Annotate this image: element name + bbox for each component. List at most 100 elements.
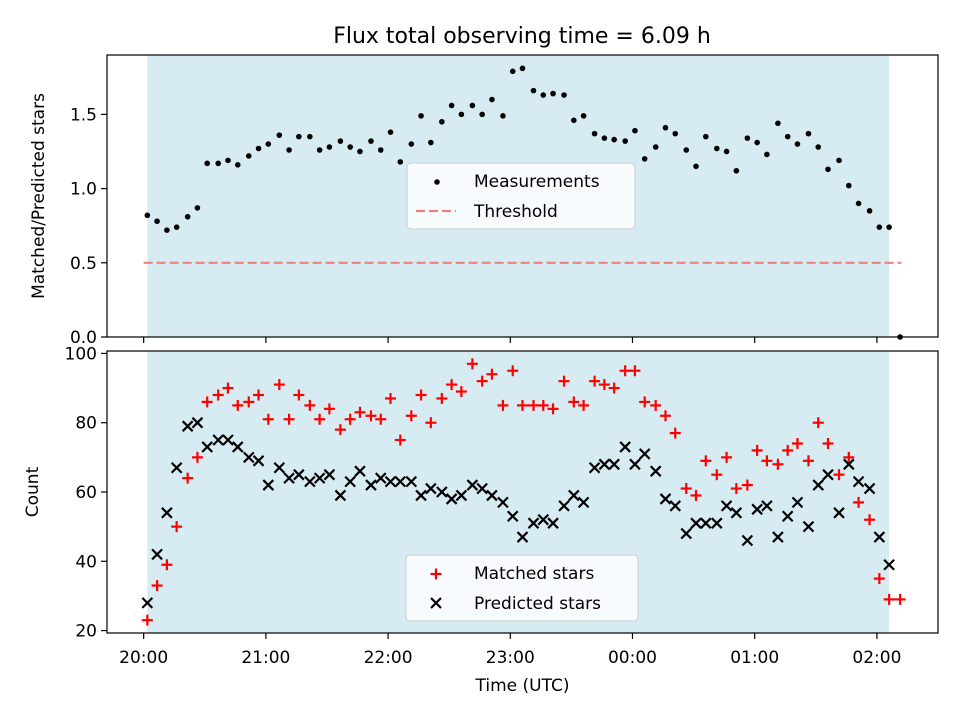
- measurement-point: [326, 144, 333, 150]
- predicted-star-point: [161, 507, 173, 519]
- measurement-point: [387, 129, 394, 135]
- predicted-star-point: [852, 475, 865, 488]
- count-y-axis-label: Count: [23, 466, 43, 517]
- predicted-star-point: [384, 475, 397, 488]
- measurement-point: [561, 92, 567, 98]
- measurement-point: [886, 224, 892, 230]
- predicted-star-point: [680, 527, 693, 540]
- predicted-star-point: [711, 517, 723, 529]
- predicted-star-point: [231, 441, 244, 453]
- legend-predicted-label: Predicted stars: [474, 594, 601, 614]
- predicted-star-point: [405, 475, 418, 488]
- predicted-star-point: [863, 482, 876, 495]
- ratio-legend-box: [406, 162, 636, 230]
- matched-star-point: [446, 379, 458, 391]
- measurement-point: [703, 133, 709, 140]
- measurement-point: [580, 113, 587, 119]
- predicted-star-point: [252, 455, 265, 467]
- measurement-point: [805, 130, 812, 137]
- matched-star-point: [141, 614, 153, 626]
- measurement-point: [723, 148, 730, 155]
- count-plot-frame: [106, 350, 939, 634]
- count-y-axis: 20 40 60 80 100: [65, 344, 107, 642]
- predicted-star-point: [577, 496, 590, 509]
- matched-star-point: [639, 396, 651, 408]
- measurement-point: [245, 153, 252, 159]
- predicted-star-point: [781, 510, 794, 523]
- count-y-tick-label: 100: [65, 344, 97, 364]
- measurement-point: [693, 163, 699, 170]
- measurement-point: [225, 157, 231, 164]
- matched-star-point: [833, 469, 845, 481]
- count-y-tick-label: 20: [75, 622, 97, 642]
- predicted-star-point: [354, 465, 366, 477]
- predicted-star-point: [669, 500, 682, 512]
- matched-star-point: [791, 437, 803, 449]
- measurement-point: [276, 132, 283, 138]
- time-x-tick-label: 23:00: [486, 648, 535, 668]
- matched-star-point: [476, 375, 488, 387]
- measurement-point: [509, 68, 516, 75]
- matched-star-point: [304, 399, 316, 411]
- measurement-point: [815, 144, 822, 150]
- predicted-star-point: [445, 493, 458, 505]
- matched-star-point: [690, 489, 702, 501]
- predicted-star-point: [537, 513, 550, 526]
- predicted-star-point: [649, 465, 662, 477]
- measurement-point: [307, 133, 313, 140]
- predicted-star-point: [170, 461, 183, 474]
- predicted-star-point: [415, 489, 427, 502]
- predicted-star-point: [486, 489, 498, 502]
- measurement-point: [164, 227, 170, 233]
- matched-star-point: [171, 521, 183, 533]
- predicted-star-point: [455, 489, 468, 502]
- matched-star-point: [334, 424, 346, 436]
- predicted-star-point: [374, 472, 387, 484]
- matched-star-point: [415, 389, 427, 401]
- measurement-point: [672, 130, 679, 137]
- matched-stars-series: [141, 358, 906, 626]
- count-y-tick-label: 40: [75, 552, 97, 572]
- ratio-panel: 0.0 0.5 1.0 1.5 Matched/Predicted stars Mea…: [29, 54, 939, 348]
- matched-star-point: [578, 399, 590, 411]
- matched-star-point: [680, 483, 692, 495]
- measurement-point: [632, 127, 638, 134]
- matched-star-point: [751, 444, 763, 456]
- legend-predicted-marker: [430, 597, 442, 609]
- predicted-star-point: [873, 531, 886, 543]
- measurement-point: [550, 90, 556, 97]
- matched-star-point: [222, 382, 234, 394]
- predicted-star-point: [791, 496, 804, 509]
- measurement-point: [296, 133, 302, 140]
- predicted-star-point: [151, 548, 163, 561]
- ratio-y-tick-label: 1.0: [70, 180, 97, 200]
- ratio-y-tick-label: 1.5: [70, 105, 97, 125]
- predicted-star-point: [436, 486, 448, 498]
- predicted-star-point: [700, 517, 712, 529]
- predicted-stars-series: [141, 416, 895, 609]
- matched-star-point: [161, 559, 173, 571]
- time-x-tick-label: 01:00: [730, 648, 779, 668]
- matched-star-point: [730, 483, 742, 495]
- predicted-star-point: [273, 461, 286, 474]
- matched-star-point: [425, 417, 437, 429]
- matched-star-point: [883, 593, 895, 605]
- matched-star-point: [262, 413, 274, 425]
- matched-star-point: [711, 469, 723, 481]
- measurement-point: [662, 124, 669, 131]
- matched-star-point: [650, 399, 662, 411]
- matched-star-point: [497, 399, 509, 411]
- predicted-star-point: [547, 517, 559, 529]
- predicted-star-point: [720, 500, 733, 512]
- measurement-point: [836, 157, 842, 164]
- predicted-star-point: [659, 493, 672, 505]
- matched-star-point: [466, 358, 478, 370]
- measurement-point: [611, 136, 617, 143]
- matched-star-point: [182, 472, 194, 484]
- matched-star-point: [741, 479, 753, 491]
- predicted-star-point: [222, 434, 234, 446]
- measurement-point: [489, 96, 495, 103]
- measurement-point: [866, 208, 873, 214]
- predicted-star-point: [476, 482, 488, 495]
